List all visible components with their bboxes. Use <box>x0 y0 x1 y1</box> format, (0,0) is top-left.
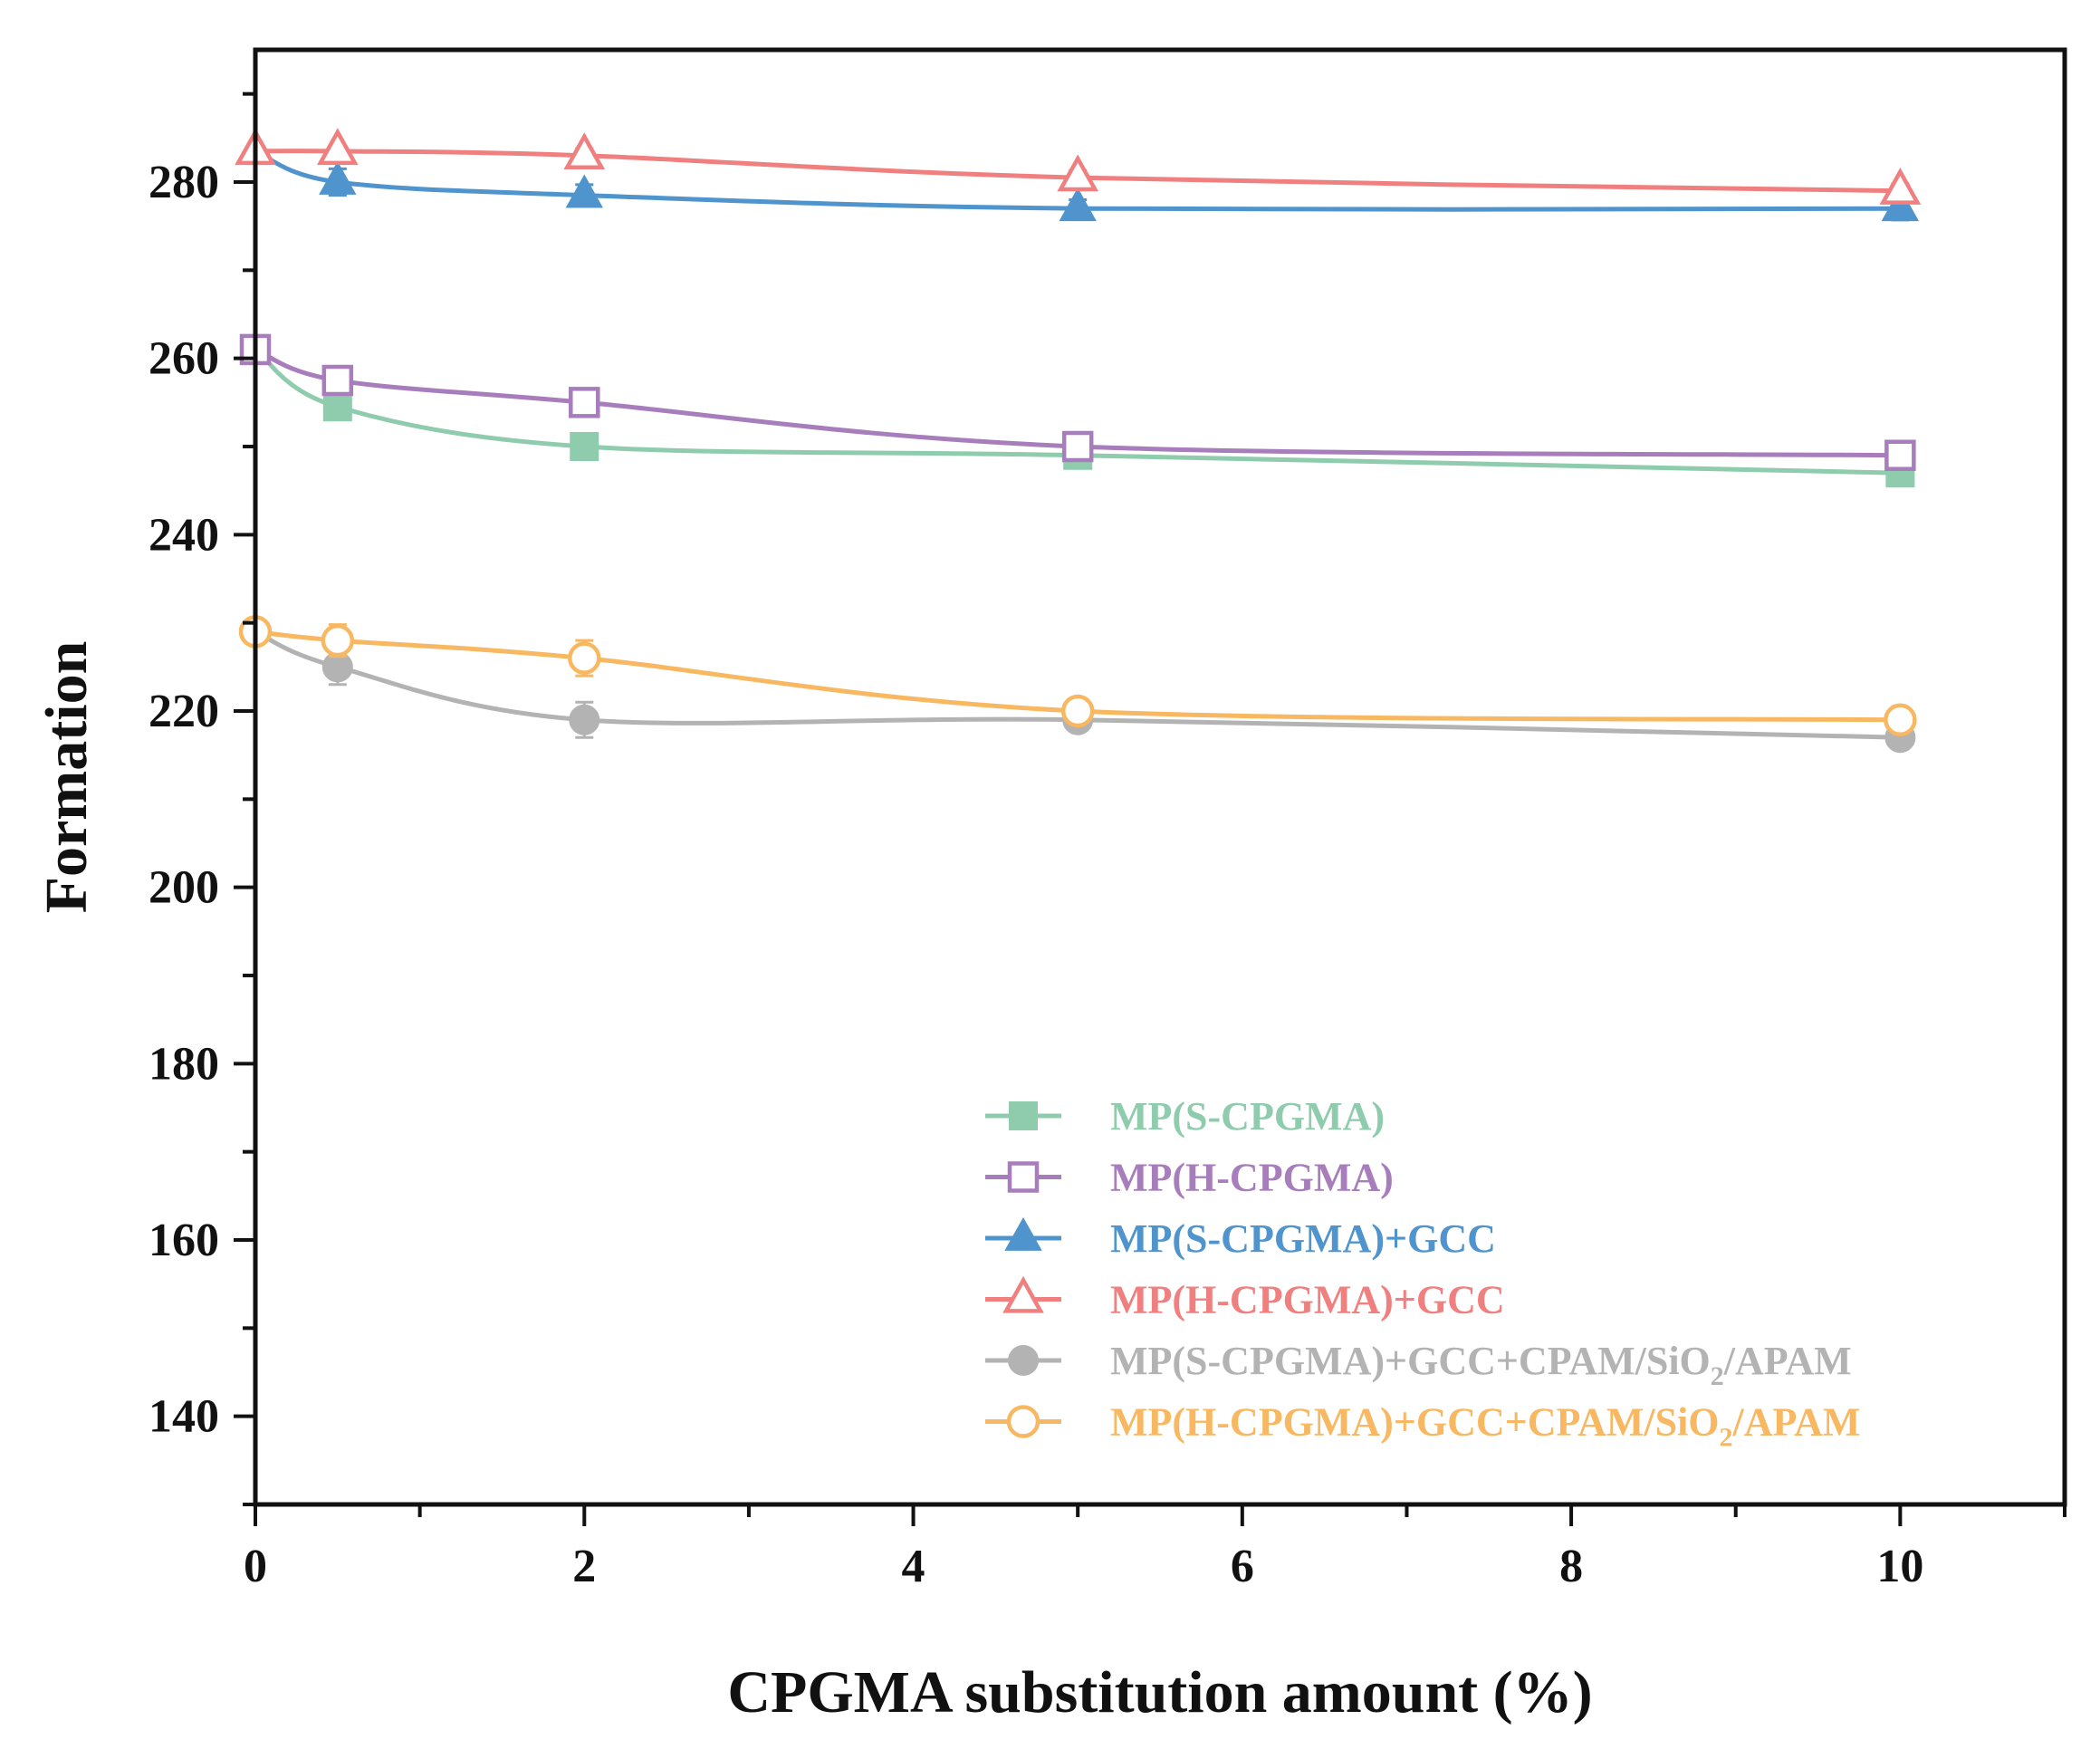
legend-marker <box>1009 1101 1038 1130</box>
legend-item-4: MP(H-CPGMA)+GCC <box>985 1275 1505 1322</box>
legend-label-subscript: 2 <box>1711 1361 1724 1391</box>
x-tick-label: 2 <box>572 1541 596 1592</box>
series-line <box>253 149 1903 194</box>
x-tick-label: 8 <box>1559 1541 1583 1592</box>
data-point <box>316 128 359 166</box>
legend-marker <box>1006 1405 1040 1438</box>
legend-marker <box>1008 1345 1039 1376</box>
legend-label: MP(S-CPGMA) <box>1110 1094 1385 1139</box>
legend-label-subscript: 2 <box>1720 1423 1733 1453</box>
legend-item-3: MP(S-CPGMA)+GCC <box>985 1216 1496 1261</box>
data-point <box>570 432 599 461</box>
data-point <box>319 160 357 195</box>
data-point <box>1881 187 1920 222</box>
data-point <box>1879 168 1922 205</box>
legend-item-6: MP(H-CPGMA)+GCC+CPAM/SiO2/APAM <box>985 1400 1860 1453</box>
legend-label: MP(S-CPGMA)+GCC <box>1110 1216 1496 1261</box>
data-point <box>1061 430 1094 463</box>
series-line <box>253 629 1903 723</box>
data-point <box>321 623 355 658</box>
data-point <box>1884 703 1917 736</box>
data-point <box>1059 187 1097 222</box>
series-4 <box>235 128 1922 205</box>
data-point <box>1884 439 1916 471</box>
legend-label-tail: /APAM <box>1723 1339 1852 1383</box>
plot-frame <box>253 47 2067 1507</box>
legend-item-2: MP(H-CPGMA) <box>985 1156 1394 1200</box>
data-point <box>569 704 600 735</box>
y-tick-label: 140 <box>149 1391 219 1443</box>
legend-label-tail: /APAM <box>1732 1400 1861 1445</box>
data-point <box>565 174 603 208</box>
y-tick-label: 160 <box>149 1215 219 1266</box>
legend: MP(S-CPGMA) MP(H-CPGMA) MP(S-CPGMA)+GCC MP(… <box>985 1094 1860 1453</box>
legend-marker <box>1004 1216 1042 1251</box>
plot-area <box>235 128 1922 754</box>
series-5 <box>240 616 1916 754</box>
series-6 <box>238 615 1917 736</box>
legend-label-main: MP(H-CPGMA)+GCC <box>1110 1278 1505 1322</box>
y-tick-label: 200 <box>149 862 219 914</box>
data-point <box>1057 154 1099 192</box>
legend-label-main: MP(H-CPGMA) <box>1110 1156 1394 1200</box>
legend-label-main: MP(S-CPGMA)+GCC+CPAM/SiO <box>1110 1339 1711 1383</box>
data-point <box>321 364 354 397</box>
data-point <box>1060 694 1095 728</box>
x-axis-title: CPGMA substitution amount (%) <box>727 1659 1592 1725</box>
legend-label: MP(H-CPGMA)+GCC+CPAM/SiO2/APAM <box>1110 1400 1860 1453</box>
x-tick-label: 10 <box>1876 1541 1923 1592</box>
legend-marker <box>1002 1275 1044 1313</box>
y-tick-label: 280 <box>149 157 219 208</box>
x-tick-label: 0 <box>244 1541 267 1592</box>
series-2 <box>239 333 1916 471</box>
y-tick-label: 240 <box>149 509 219 561</box>
y-axis-title: Formation <box>34 641 100 914</box>
legend-label: MP(H-CPGMA) <box>1110 1156 1394 1200</box>
legend-label-main: MP(S-CPGMA) <box>1110 1094 1385 1139</box>
legend-label: MP(S-CPGMA)+GCC+CPAM/SiO2/APAM <box>1110 1339 1852 1391</box>
data-point <box>563 132 606 169</box>
series-1 <box>241 334 1915 488</box>
legend-label-main: MP(H-CPGMA)+GCC+CPAM/SiO <box>1110 1400 1720 1445</box>
legend-item-5: MP(S-CPGMA)+GCC+CPAM/SiO2/APAM <box>985 1339 1852 1391</box>
axes: 0 2 4 6 8 10 140 160 180 200 220 240 260 280 <box>149 47 2067 1592</box>
y-tick-label: 260 <box>149 333 219 385</box>
legend-label: MP(H-CPGMA)+GCC <box>1110 1278 1505 1322</box>
legend-marker <box>1007 1161 1040 1193</box>
x-tick-label: 6 <box>1231 1541 1254 1592</box>
data-point <box>322 392 352 422</box>
y-tick-label: 220 <box>149 686 219 737</box>
data-point <box>569 387 600 418</box>
legend-item-1: MP(S-CPGMA) <box>985 1094 1385 1139</box>
legend-label-main: MP(S-CPGMA)+GCC <box>1110 1216 1496 1261</box>
y-tick-label: 180 <box>149 1038 219 1090</box>
data-point <box>568 641 601 675</box>
x-tick-label: 4 <box>902 1541 925 1592</box>
